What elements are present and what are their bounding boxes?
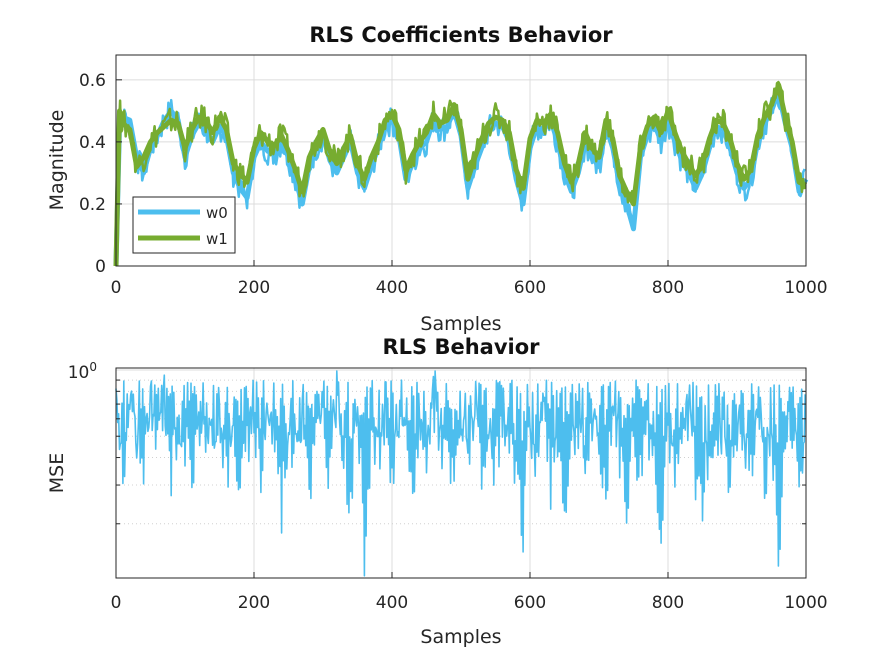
coefficients-x-tick-label: 800 (652, 278, 684, 298)
mse-x-tick-label: 1000 (784, 593, 827, 613)
mse-x-tick-label: 800 (652, 593, 684, 613)
mse-y-label: MSE (46, 453, 68, 493)
mse-x-tick-label: 400 (376, 593, 408, 613)
coefficients-y-ticks: 0 0.2 0.4 0.6 (79, 71, 122, 277)
coefficients-x-tick-label: 600 (514, 278, 546, 298)
coefficients-x-tick-label: 400 (376, 278, 408, 298)
legend-box (132, 196, 236, 254)
coefficients-x-tick-label: 0 (111, 278, 122, 298)
mse-y-tick-base: 10 (68, 363, 90, 383)
coefficients-legend: w0 w1 (132, 196, 236, 254)
coefficients-axes-box (115, 54, 807, 267)
mse-x-tick-label: 600 (514, 593, 546, 613)
coefficients-y-label: Magnitude (46, 110, 68, 211)
mse-x-ticks: 0 200 400 600 800 1000 (111, 572, 828, 613)
coefficients-title: RLS Coefficients Behavior (309, 23, 613, 47)
legend-w1-label: w1 (206, 230, 228, 248)
mse-x-tick-label: 0 (111, 593, 122, 613)
mse-axes-box (115, 367, 807, 579)
mse-y-tick-exponent: 0 (89, 360, 97, 374)
mse-x-label: Samples (420, 626, 501, 648)
coefficients-y-tick-label: 0.4 (79, 133, 106, 153)
mse-x-tick-label: 200 (238, 593, 270, 613)
coefficients-x-ticks: 0 200 400 600 800 1000 (111, 260, 828, 298)
coefficients-x-tick-label: 200 (238, 278, 270, 298)
series-detail-w1 (114, 80, 806, 267)
coefficients-axes: 0 200 400 600 800 1000 0 0.2 0.4 0.6 RLS Coeffic… (46, 23, 828, 335)
coefficients-y-tick-label: 0 (95, 257, 106, 277)
mse-y-tick-label: 100 (68, 360, 97, 383)
mse-y-ticks: 100 (68, 360, 806, 525)
coefficients-lines (113, 80, 809, 267)
series-line-mse (115, 370, 806, 577)
coefficients-x-tick-label: 1000 (784, 278, 827, 298)
mse-lines (115, 370, 806, 577)
coefficients-x-label: Samples (420, 313, 501, 335)
coefficients-y-tick-label: 0.2 (79, 195, 106, 215)
coefficients-y-tick-label: 0.6 (79, 71, 106, 91)
mse-axes: 0 200 400 600 800 1000 100 RLS Behavior Sampl… (46, 335, 828, 648)
mse-title: RLS Behavior (382, 335, 540, 359)
legend-w0-label: w0 (206, 204, 228, 222)
